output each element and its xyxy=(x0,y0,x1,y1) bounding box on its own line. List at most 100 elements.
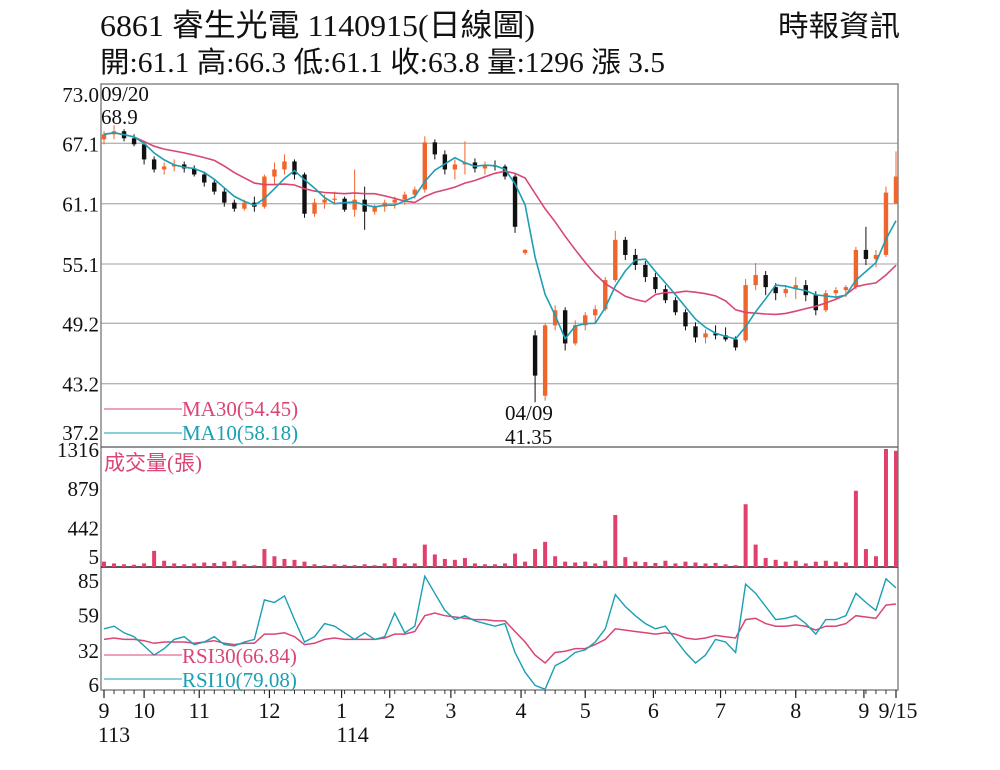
volume-bar xyxy=(292,559,297,567)
candle-down xyxy=(733,339,738,348)
rsi-tick-label: 85 xyxy=(78,569,99,593)
volume-bar xyxy=(663,560,668,567)
volume-bar xyxy=(823,560,828,567)
volume-bar xyxy=(212,562,217,567)
low-value: 41.35 xyxy=(505,425,552,449)
candle-down xyxy=(512,176,518,227)
candle-up xyxy=(242,202,247,209)
candle-down xyxy=(131,138,137,145)
x-month-label: 8 xyxy=(790,698,801,723)
candle-down xyxy=(863,249,869,259)
candle-up xyxy=(422,142,428,190)
volume-bar xyxy=(192,563,197,567)
price-tick-label: 67.1 xyxy=(62,132,99,156)
volume-bar xyxy=(773,559,778,567)
volume-bar xyxy=(472,563,477,567)
volume-bar xyxy=(102,561,106,567)
ma30-line xyxy=(103,131,897,316)
volume-bar xyxy=(643,562,648,567)
candle-up xyxy=(482,165,488,169)
gridlines xyxy=(101,142,898,385)
volume-bar xyxy=(122,564,127,567)
candle-up xyxy=(703,333,708,338)
volume-label: 成交量(張) xyxy=(104,451,202,475)
candle-down xyxy=(192,168,197,175)
volume-bar xyxy=(833,561,838,567)
price-tick-label: 73.0 xyxy=(62,83,99,107)
volume-tick-label: 1316 xyxy=(57,438,99,462)
x-month-label: 9/15 xyxy=(878,698,917,723)
candle-down xyxy=(663,289,668,301)
candle-down xyxy=(723,335,728,340)
candle-down xyxy=(773,287,778,294)
volume-bar xyxy=(492,564,497,567)
volume-bar xyxy=(703,563,708,567)
ma10-legend-label: MA10(58.18) xyxy=(182,421,298,445)
candle-down xyxy=(212,182,217,192)
candle-up xyxy=(542,325,548,396)
volume-bar xyxy=(112,563,117,567)
volume-bar xyxy=(332,564,337,567)
volume-bar xyxy=(513,553,518,567)
source-label: 時報資訊 xyxy=(778,10,900,43)
candle-up xyxy=(843,287,849,291)
quote-summary: 開:61.1 高:66.3 低:61.1 收:63.8 量:1296 漲 3.5 xyxy=(100,46,665,79)
candle-up xyxy=(603,280,608,310)
volume-bar xyxy=(272,556,277,567)
rsi-tick-label: 6 xyxy=(89,673,100,697)
volume-bar xyxy=(633,561,638,567)
annotations: 09/20 68.9 04/09 41.35 xyxy=(101,82,553,449)
price-tick-label: 49.2 xyxy=(62,312,99,336)
volume-bar xyxy=(222,561,227,567)
volume-bar xyxy=(362,564,367,567)
candle-up xyxy=(161,166,167,170)
candle-up xyxy=(282,161,287,170)
rsi30-line xyxy=(103,603,897,665)
volume-bar xyxy=(533,549,538,567)
candle-up xyxy=(883,192,889,255)
volume-bar xyxy=(142,563,147,567)
candle-up xyxy=(613,239,618,281)
volume-tick-label: 442 xyxy=(68,516,100,540)
volume-bar xyxy=(442,558,447,567)
candle-down xyxy=(713,333,718,336)
x-year-label: 113 xyxy=(98,722,130,747)
candle-up xyxy=(402,194,407,200)
volume-bar xyxy=(312,564,317,567)
volume-bar xyxy=(162,560,167,567)
candle-up xyxy=(753,275,758,286)
candle-down xyxy=(813,295,818,311)
volume-bar xyxy=(793,560,798,567)
volume-bar xyxy=(853,490,858,567)
x-year-label: 114 xyxy=(337,722,369,747)
candle-up xyxy=(372,206,377,212)
high-date: 09/20 xyxy=(101,82,149,106)
x-month-label: 9 xyxy=(858,698,869,723)
candle-down xyxy=(141,144,147,160)
volume-bar xyxy=(653,562,658,567)
volume-bar xyxy=(894,450,898,567)
volume-bar xyxy=(392,558,397,567)
volume-bar xyxy=(603,560,608,567)
volume-bar xyxy=(372,565,377,567)
candle-down xyxy=(442,154,448,170)
candle-down xyxy=(683,312,688,327)
x-month-label: 9 xyxy=(99,698,110,723)
volume-bar xyxy=(673,563,678,567)
candle-down xyxy=(653,277,658,290)
candle-up xyxy=(101,134,107,140)
candle-down xyxy=(342,198,347,210)
volume-bar xyxy=(553,556,558,567)
volume-bar xyxy=(683,561,688,567)
volume-bar xyxy=(252,565,257,567)
candle-up xyxy=(783,289,788,294)
ma10-line xyxy=(103,131,897,341)
volume-bar xyxy=(713,562,718,567)
volume-bar xyxy=(873,556,878,567)
volume-tick-label: 879 xyxy=(68,477,100,501)
candle-up xyxy=(893,176,899,204)
